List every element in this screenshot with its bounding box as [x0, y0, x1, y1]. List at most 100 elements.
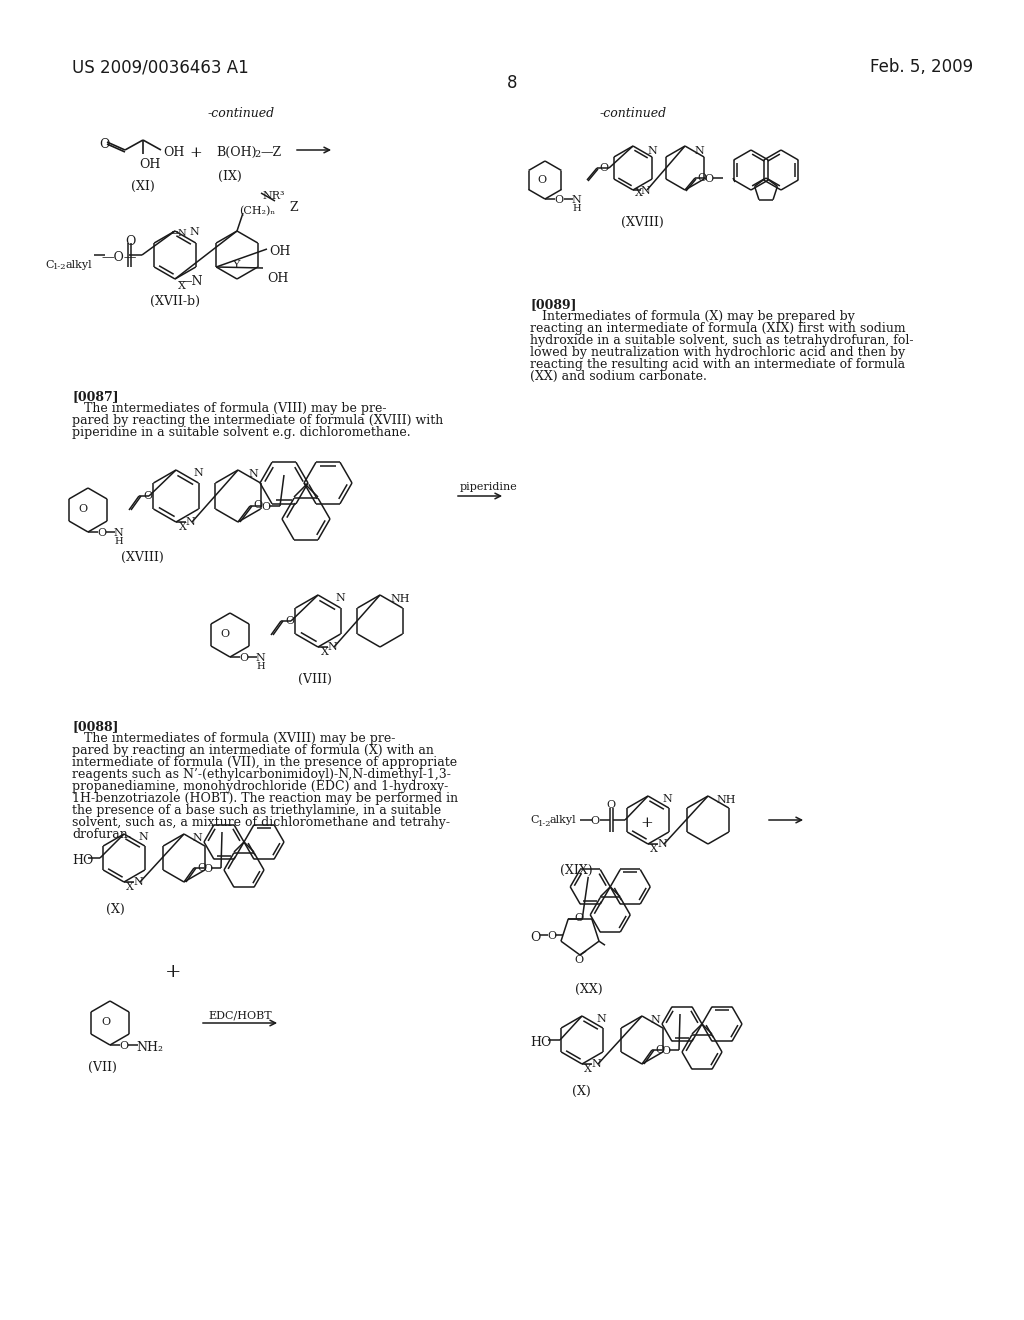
Text: O: O: [547, 931, 556, 941]
Text: N: N: [133, 876, 142, 887]
Text: alkyl: alkyl: [65, 260, 91, 271]
Text: (XI): (XI): [131, 180, 155, 193]
Text: 8: 8: [507, 74, 517, 92]
Text: H: H: [572, 205, 581, 213]
Text: (XX): (XX): [575, 983, 603, 997]
Text: Z: Z: [289, 201, 298, 214]
Text: —O—: —O—: [101, 251, 136, 264]
Text: +: +: [165, 964, 181, 981]
Text: X: X: [650, 843, 657, 854]
Text: N: N: [193, 833, 202, 843]
Text: piperidine: piperidine: [460, 482, 518, 492]
Text: N: N: [335, 593, 345, 603]
Text: O: O: [655, 1045, 665, 1055]
Text: N: N: [650, 1015, 659, 1026]
Text: (XIX): (XIX): [560, 865, 593, 876]
Text: N: N: [647, 147, 656, 156]
Text: [0089]: [0089]: [530, 298, 577, 312]
Text: X: X: [635, 187, 643, 198]
Text: O: O: [101, 1016, 111, 1027]
Text: pared by reacting an intermediate of formula (X) with an: pared by reacting an intermediate of for…: [72, 744, 434, 756]
Text: O: O: [705, 174, 713, 183]
Text: X: X: [178, 281, 186, 290]
Text: O: O: [530, 931, 541, 944]
Text: HO: HO: [530, 1036, 551, 1049]
Text: N: N: [657, 840, 667, 849]
Text: [0088]: [0088]: [72, 719, 119, 733]
Text: lowed by neutralization with hydrochloric acid and then by: lowed by neutralization with hydrochlori…: [530, 346, 905, 359]
Text: O: O: [253, 500, 262, 510]
Text: (CH₂)ₙ: (CH₂)ₙ: [239, 206, 275, 216]
Text: OH: OH: [269, 246, 291, 257]
Text: +: +: [640, 816, 652, 830]
Text: C: C: [530, 814, 539, 825]
Text: N: N: [193, 469, 203, 478]
Text: -continued: -continued: [600, 107, 667, 120]
Text: (VIII): (VIII): [298, 673, 332, 686]
Text: O: O: [662, 1045, 670, 1056]
Text: O: O: [143, 491, 153, 502]
Text: reagents such as N’-(ethylcarbonimidoyl)-N,N-dimethyl-1,3-: reagents such as N’-(ethylcarbonimidoyl)…: [72, 768, 451, 781]
Text: EDC/HOBT: EDC/HOBT: [208, 1010, 271, 1020]
Text: N: N: [571, 195, 581, 205]
Text: reacting an intermediate of formula (XIX) first with sodium: reacting an intermediate of formula (XIX…: [530, 322, 905, 335]
Text: (XVIII): (XVIII): [121, 550, 164, 564]
Text: drofuran.: drofuran.: [72, 828, 132, 841]
Text: (XX) and sodium carbonate.: (XX) and sodium carbonate.: [530, 370, 707, 383]
Text: OH: OH: [139, 158, 161, 172]
Text: O: O: [590, 816, 599, 826]
Text: reacting the resulting acid with an intermediate of formula: reacting the resulting acid with an inte…: [530, 358, 905, 371]
Text: O: O: [554, 195, 563, 205]
Text: intermediate of formula (VII), in the presence of appropriate: intermediate of formula (VII), in the pr…: [72, 756, 457, 770]
Text: The intermediates of formula (XVIII) may be pre-: The intermediates of formula (XVIII) may…: [72, 733, 395, 744]
Text: NH₂: NH₂: [136, 1041, 163, 1053]
Text: (VII): (VII): [88, 1061, 117, 1074]
Text: O: O: [285, 616, 294, 626]
Text: O: O: [697, 173, 707, 183]
Text: NR³: NR³: [262, 191, 285, 201]
Text: N: N: [248, 469, 258, 479]
Text: O: O: [599, 162, 608, 173]
Text: The intermediates of formula (VIII) may be pre-: The intermediates of formula (VIII) may …: [72, 403, 386, 414]
Text: N: N: [591, 1059, 601, 1069]
Text: solvent, such as, a mixture of dichloromethane and tetrahy-: solvent, such as, a mixture of dichlorom…: [72, 816, 450, 829]
Text: N: N: [255, 653, 265, 663]
Text: N: N: [640, 186, 650, 195]
Text: X: X: [179, 521, 186, 532]
Text: N: N: [596, 1014, 606, 1024]
Text: OH: OH: [163, 147, 184, 158]
Text: N: N: [327, 642, 337, 652]
Text: (IX): (IX): [218, 170, 242, 183]
Text: O: O: [197, 863, 206, 873]
Text: N: N: [694, 147, 703, 156]
Text: O: O: [537, 176, 546, 185]
Text: O: O: [97, 528, 106, 539]
Text: propanediamine, monohydrochloride (EDC) and 1-hydroxy-: propanediamine, monohydrochloride (EDC) …: [72, 780, 449, 793]
Text: Intermediates of formula (X) may be prepared by: Intermediates of formula (X) may be prep…: [530, 310, 855, 323]
Text: O: O: [239, 653, 248, 663]
Text: B(OH): B(OH): [216, 147, 256, 158]
Text: O: O: [574, 954, 583, 965]
Text: 1-2: 1-2: [538, 820, 552, 828]
Text: pared by reacting the intermediate of formula (XVIII) with: pared by reacting the intermediate of fo…: [72, 414, 443, 426]
Text: N: N: [113, 528, 123, 539]
Text: N: N: [185, 517, 195, 527]
Text: US 2009/0036463 A1: US 2009/0036463 A1: [72, 58, 249, 77]
Text: X: X: [321, 647, 329, 657]
Text: O: O: [606, 800, 615, 810]
Text: (X): (X): [106, 903, 125, 916]
Text: -continued: -continued: [208, 107, 275, 120]
Text: NH: NH: [390, 594, 410, 605]
Text: (XVII-b): (XVII-b): [150, 294, 200, 308]
Text: (X): (X): [572, 1085, 591, 1098]
Text: H: H: [114, 537, 123, 546]
Text: Feb. 5, 2009: Feb. 5, 2009: [870, 58, 973, 77]
Text: OH: OH: [267, 272, 289, 285]
Text: O: O: [78, 504, 87, 513]
Text: C: C: [45, 260, 53, 271]
Text: X: X: [126, 882, 134, 892]
Text: hydroxide in a suitable solvent, such as tetrahydrofuran, fol-: hydroxide in a suitable solvent, such as…: [530, 334, 913, 347]
Text: —N: —N: [179, 275, 203, 288]
Text: =N: =N: [171, 228, 187, 238]
Text: O: O: [220, 630, 229, 639]
